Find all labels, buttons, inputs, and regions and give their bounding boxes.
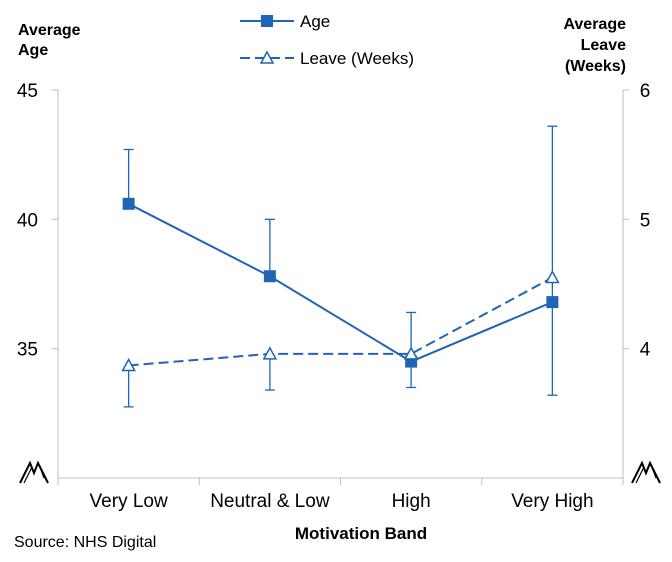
x-tick-label: Very Low [90,491,168,512]
age-series-line [128,202,553,363]
left-axis-title-line-2: Age [18,42,48,59]
age-data-point [546,296,559,309]
legend-age-marker [261,15,273,27]
leave-data-point [262,346,278,360]
right-tick-label: 5 [640,210,651,231]
plot-area [121,125,560,408]
legend-leave-label: Leave (Weeks) [300,49,414,68]
legend-leave-marker [259,50,275,64]
right-tick-label: 4 [640,340,651,361]
left-axis-title-line-1: Average [18,22,81,39]
right-axis-break-icon-inner [635,466,657,484]
left-axis-break-icon-inner [23,466,45,484]
x-tick-label: Very High [511,491,593,512]
age-data-point [263,270,276,283]
leave-series-line [128,276,553,367]
age-data-point [122,197,135,210]
leave-data-point [403,346,419,360]
right-axis-break-icon [631,460,661,484]
left-axis-break-icon [19,460,49,484]
left-tick-label: 35 [17,340,38,361]
x-tick-label: High [392,491,431,512]
x-tick-label: Neutral & Low [210,491,330,512]
legend: Age Leave (Weeks) [240,12,414,68]
right-axis-title-line-2: Leave [581,37,626,54]
left-tick-label: 45 [17,81,38,102]
x-axis-title: Motivation Band [295,524,427,543]
source-note: Source: NHS Digital [14,534,156,551]
left-tick-label: 40 [17,210,38,231]
right-axis-title-line-1: Average [563,16,626,33]
right-axis-title-line-3: (Weeks) [565,58,626,75]
legend-age-label: Age [300,12,330,31]
leave-data-point [545,269,560,284]
leave-data-point [121,357,136,372]
right-tick-label: 6 [640,81,651,102]
